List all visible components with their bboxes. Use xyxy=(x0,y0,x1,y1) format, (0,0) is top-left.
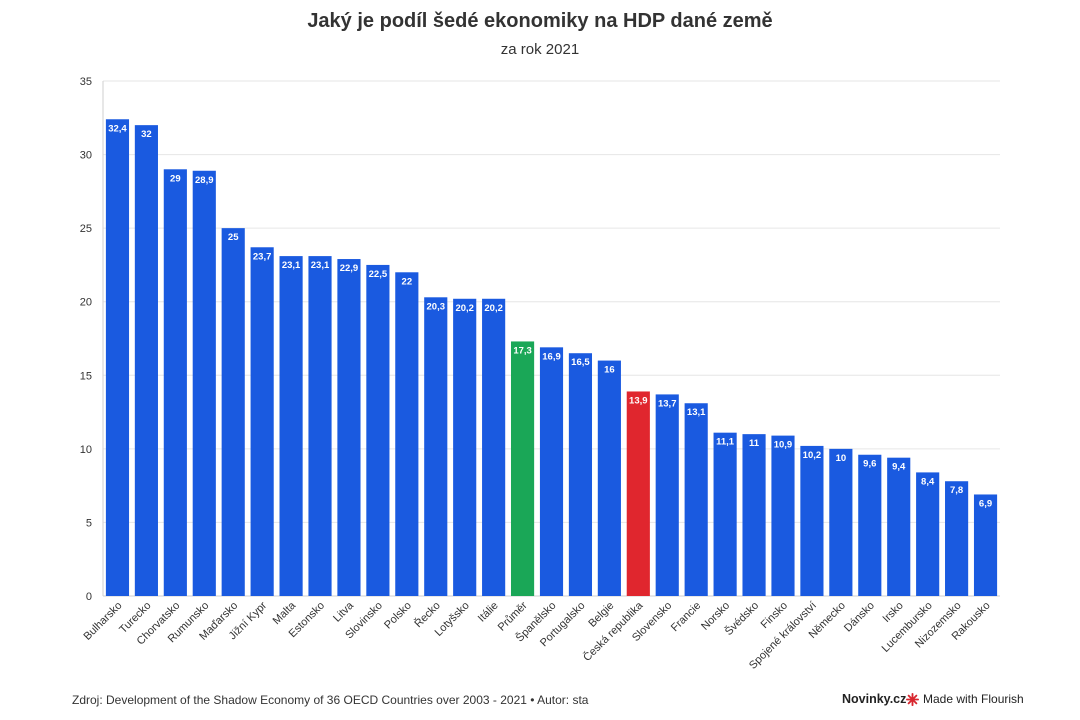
bar[interactable] xyxy=(482,298,506,596)
bar[interactable] xyxy=(366,264,390,596)
bar-value-label: 16 xyxy=(604,365,615,376)
bar[interactable] xyxy=(829,448,853,596)
chart-subtitle: za rok 2021 xyxy=(500,41,580,58)
bar-value-label: 9,6 xyxy=(863,459,876,470)
x-tick-label: Bulharsko xyxy=(82,600,125,643)
x-tick-label: Polsko xyxy=(382,600,414,632)
y-tick-label: 25 xyxy=(80,223,92,235)
bar[interactable] xyxy=(134,125,158,597)
bar-value-label: 11,1 xyxy=(716,437,735,448)
bar[interactable] xyxy=(597,360,621,596)
bar-value-label: 13,9 xyxy=(629,395,648,406)
bar-value-label: 25 xyxy=(228,232,239,243)
bar-value-label: 7,8 xyxy=(950,485,963,496)
bar[interactable] xyxy=(192,170,216,596)
x-tick-label: Litva xyxy=(331,599,357,625)
bar-value-label: 32,4 xyxy=(108,123,127,134)
bar[interactable] xyxy=(713,432,737,596)
bar-value-label: 32 xyxy=(141,129,152,140)
bar[interactable] xyxy=(858,454,882,596)
bar[interactable] xyxy=(800,445,824,596)
bar-value-label: 20,3 xyxy=(427,301,446,312)
bar-value-label: 13,1 xyxy=(687,407,706,418)
source-note: Zdroj: Development of the Shadow Economy… xyxy=(72,693,589,707)
chart-title: Jaký je podíl šedé ekonomiky na HDP dané… xyxy=(307,10,773,32)
bar-value-label: 11 xyxy=(749,438,760,449)
bars: 32,4 32 29 28,9 25 23,7 23,1 23,1 22,9 22,5 22 20,3… xyxy=(105,119,998,597)
bar-value-label: 20,2 xyxy=(484,303,503,314)
bar-chart: 0 5 10 15 20 25 30 35 32,4 32 29 28,9 25 23,7 23,1 23,… xyxy=(80,76,1000,672)
bar[interactable] xyxy=(337,259,361,596)
bar[interactable] xyxy=(510,341,535,596)
bar[interactable] xyxy=(887,457,911,596)
bar[interactable] xyxy=(771,435,795,596)
bar-value-label: 16,9 xyxy=(542,351,561,362)
bar[interactable] xyxy=(973,494,998,596)
y-tick-label: 15 xyxy=(80,370,92,382)
y-tick-label: 20 xyxy=(80,297,92,309)
y-tick-label: 35 xyxy=(80,76,92,88)
x-axis-ticks: BulharskoTureckoChorvatskoRumunskoMaďars… xyxy=(82,598,993,671)
bar-value-label: 17,3 xyxy=(513,345,532,356)
bar[interactable] xyxy=(539,347,564,596)
bar-value-label: 22,9 xyxy=(340,263,359,274)
bar[interactable] xyxy=(945,481,969,596)
bar-value-label: 28,9 xyxy=(195,175,214,186)
bar[interactable] xyxy=(250,247,274,596)
bar-value-label: 22 xyxy=(402,276,413,287)
bar[interactable] xyxy=(308,256,332,596)
y-tick-label: 0 xyxy=(86,591,92,603)
bar[interactable] xyxy=(424,297,448,596)
bar-value-label: 20,2 xyxy=(455,303,474,314)
bar[interactable] xyxy=(916,472,940,596)
x-tick-label: Itálie xyxy=(476,600,501,625)
x-tick-label: Irsko xyxy=(881,600,906,625)
bar-value-label: 23,7 xyxy=(253,251,272,262)
bar[interactable] xyxy=(279,256,303,596)
y-tick-label: 5 xyxy=(86,517,92,529)
bar[interactable] xyxy=(655,394,679,596)
brand-logo[interactable]: Novinky.cz xyxy=(842,692,907,706)
bar-value-label: 22,5 xyxy=(369,269,388,280)
y-tick-label: 10 xyxy=(80,444,92,456)
made-with-flourish-link[interactable]: Made with Flourish xyxy=(906,692,1024,706)
bar-value-label: 23,1 xyxy=(311,260,330,271)
bar[interactable] xyxy=(105,119,130,596)
bar-value-label: 10 xyxy=(836,453,847,464)
bar-value-label: 16,5 xyxy=(571,357,590,368)
bar[interactable] xyxy=(626,391,650,596)
bar-value-label: 6,9 xyxy=(979,498,992,509)
bar-value-label: 10,2 xyxy=(803,450,822,461)
bar[interactable] xyxy=(221,228,245,596)
bar[interactable] xyxy=(163,169,187,597)
bar-value-label: 29 xyxy=(170,173,181,184)
bar-value-label: 8,4 xyxy=(921,476,935,487)
x-tick-label: Francie xyxy=(669,600,703,634)
bar[interactable] xyxy=(742,434,766,596)
bar[interactable] xyxy=(684,403,708,596)
bar-value-label: 13,7 xyxy=(658,398,677,409)
bar[interactable] xyxy=(453,298,477,596)
bar[interactable] xyxy=(395,272,419,596)
bar-value-label: 23,1 xyxy=(282,260,301,271)
bar[interactable] xyxy=(568,353,593,596)
bar-value-label: 10,9 xyxy=(774,440,793,451)
x-tick-label: Dánsko xyxy=(842,600,877,635)
flourish-label: Made with Flourish xyxy=(923,692,1024,706)
bar-value-label: 9,4 xyxy=(892,462,906,473)
flourish-star-icon xyxy=(906,692,919,706)
y-tick-label: 30 xyxy=(80,150,92,162)
y-axis-ticks: 0 5 10 15 20 25 30 35 xyxy=(80,76,92,603)
